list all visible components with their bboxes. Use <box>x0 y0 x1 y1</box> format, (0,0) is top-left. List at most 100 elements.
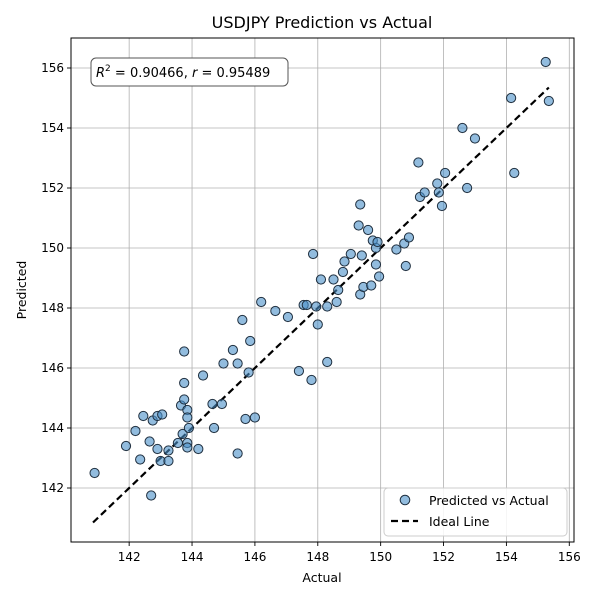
chart-title: USDJPY Prediction vs Actual <box>212 13 433 32</box>
r-label: r <box>192 66 199 81</box>
y-tick-label: 142 <box>41 481 64 495</box>
data-point <box>208 422 220 434</box>
data-point <box>183 422 194 434</box>
data-point <box>130 425 141 437</box>
data-points <box>89 56 554 501</box>
y-tick-label: 150 <box>41 241 64 255</box>
y-tick-label: 154 <box>41 121 64 135</box>
data-point <box>270 305 281 317</box>
x-tick-label: 152 <box>432 550 455 564</box>
axis-ticks: 142 144 146 148 150 152 154 156 142 144 146 148 150 1… <box>41 61 581 564</box>
data-point <box>345 248 356 260</box>
data-point <box>312 319 323 330</box>
svg-text:R2 = 0.90466, r = 0.95489: R2 = 0.90466, r = 0.95489 <box>96 64 270 81</box>
data-point <box>462 182 473 194</box>
data-point <box>179 394 190 405</box>
x-tick-label: 144 <box>181 550 204 564</box>
data-point <box>240 413 251 425</box>
data-point <box>237 314 248 326</box>
y-tick-label: 144 <box>41 421 64 435</box>
data-point <box>356 250 367 261</box>
data-point <box>506 92 517 104</box>
data-point <box>400 260 411 272</box>
data-point <box>413 157 424 168</box>
r2-label: R <box>96 66 105 81</box>
data-point <box>232 448 243 459</box>
data-point <box>177 428 188 440</box>
x-axis-label: Actual <box>302 570 341 585</box>
data-point <box>372 236 383 248</box>
data-point <box>218 358 229 369</box>
data-point <box>391 244 402 255</box>
data-point <box>543 95 554 107</box>
legend-label-scatter: Predicted vs Actual <box>429 493 549 508</box>
data-point <box>419 187 430 198</box>
data-point <box>179 346 190 357</box>
y-tick-label: 152 <box>41 181 64 195</box>
data-point <box>172 437 183 449</box>
x-tick-label: 150 <box>369 550 392 564</box>
data-point <box>249 412 261 423</box>
data-point <box>146 490 157 501</box>
data-point <box>353 220 364 231</box>
data-point <box>362 224 374 236</box>
data-point <box>306 374 317 386</box>
legend-label-line: Ideal Line <box>429 514 490 529</box>
grid-lines <box>71 38 574 542</box>
data-point <box>328 274 339 285</box>
data-point <box>333 284 344 296</box>
x-tick-label: 148 <box>306 550 329 564</box>
data-point <box>179 377 190 389</box>
data-point <box>432 178 443 189</box>
data-point <box>311 301 322 312</box>
data-point <box>339 256 350 267</box>
r2-value: = 0.90466, <box>111 66 192 81</box>
data-point <box>157 409 168 420</box>
x-tick-label: 154 <box>495 550 518 564</box>
plot-frame <box>70 37 575 543</box>
x-tick-label: 156 <box>558 550 581 564</box>
r-value: = 0.95489 <box>197 66 270 81</box>
data-point <box>232 358 243 369</box>
data-point <box>301 299 312 311</box>
legend-marker-scatter <box>399 494 411 506</box>
data-point <box>135 454 146 465</box>
data-point <box>282 311 294 323</box>
data-point <box>144 436 155 447</box>
data-point <box>245 335 256 347</box>
data-point <box>89 467 100 479</box>
data-point <box>193 443 204 455</box>
r2-superscript: 2 <box>105 64 111 74</box>
data-point <box>182 442 193 453</box>
data-point <box>370 259 382 270</box>
data-point <box>256 296 267 308</box>
y-tick-label: 146 <box>41 361 64 375</box>
y-tick-label: 148 <box>41 301 64 315</box>
data-point <box>436 200 448 212</box>
data-point <box>509 167 520 179</box>
data-point <box>163 445 174 456</box>
data-point <box>227 344 239 356</box>
data-point <box>322 301 333 312</box>
x-tick-label: 142 <box>118 550 141 564</box>
data-point <box>307 248 319 260</box>
data-point <box>440 167 451 179</box>
data-point <box>322 356 333 368</box>
r2-annotation: R2 = 0.90466, r = 0.95489 <box>90 57 289 87</box>
data-point <box>366 280 377 291</box>
data-point <box>315 274 327 285</box>
data-point <box>469 133 481 144</box>
data-point <box>403 232 415 243</box>
data-point <box>331 296 342 308</box>
data-point <box>197 370 209 381</box>
data-point <box>216 398 227 410</box>
y-axis-label: Predicted <box>14 261 29 320</box>
data-point <box>355 199 366 210</box>
data-point <box>293 365 305 377</box>
data-point <box>243 367 254 378</box>
legend-frame <box>383 487 568 537</box>
data-point <box>163 455 174 467</box>
data-point <box>433 187 444 198</box>
data-point <box>182 412 193 423</box>
